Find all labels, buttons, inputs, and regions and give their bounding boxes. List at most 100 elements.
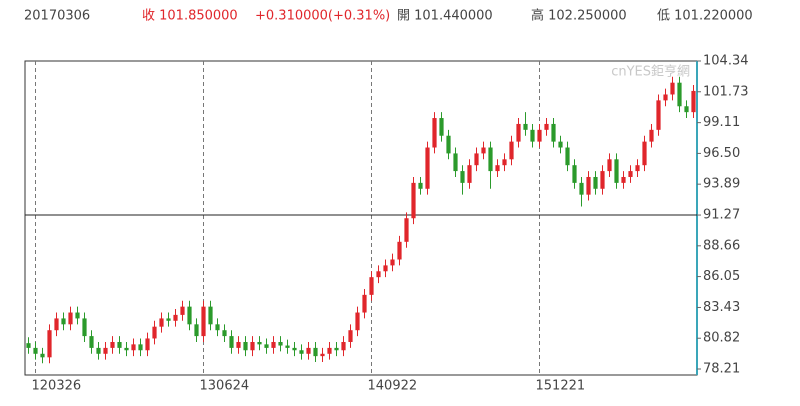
candle-body — [187, 306, 192, 325]
candle-body — [691, 90, 696, 113]
candle-body — [439, 118, 444, 136]
candle-body — [250, 341, 255, 351]
candle-body — [383, 265, 388, 272]
candle-body — [54, 318, 59, 331]
y-tick-label: 93.89 — [703, 177, 740, 192]
candle-body — [572, 165, 577, 183]
candle-body — [628, 171, 633, 177]
candle-body — [586, 176, 591, 195]
x-tick-label: 120326 — [32, 379, 82, 394]
candle-body — [642, 141, 647, 166]
candle-body — [96, 347, 101, 354]
candle-body — [306, 347, 311, 354]
candle-body — [558, 141, 563, 148]
plot-frame — [24, 60, 698, 376]
y-tick-label: 80.82 — [703, 331, 740, 346]
candle-body — [236, 341, 241, 348]
candle-body — [467, 165, 472, 183]
candle-body — [432, 118, 437, 148]
candle-body — [166, 318, 171, 321]
candle-body — [376, 271, 381, 278]
candle-body — [362, 294, 367, 313]
candle-body — [285, 345, 290, 348]
candle-body — [26, 343, 31, 348]
candle-body — [684, 106, 689, 113]
candle-body — [565, 147, 570, 166]
candle-body — [446, 135, 451, 154]
candle-body — [670, 82, 675, 95]
y-tick-label: 78.21 — [703, 361, 740, 376]
candle-body — [117, 341, 122, 348]
y-tick-label: 91.27 — [703, 208, 740, 223]
candle-body — [537, 129, 542, 142]
candle-body — [271, 341, 276, 348]
candle-body — [369, 277, 374, 295]
candle-body — [131, 344, 136, 351]
candle-body — [579, 182, 584, 195]
candle-body — [110, 341, 115, 348]
candle-body — [404, 218, 409, 242]
x-tick-label: 130624 — [200, 379, 250, 394]
candle-body — [355, 312, 360, 331]
candle-body — [145, 338, 150, 351]
candle-body — [299, 350, 304, 354]
candle-body — [523, 123, 528, 130]
candle-body — [124, 347, 129, 351]
candle-body — [278, 341, 283, 346]
candle-body — [40, 353, 45, 358]
y-tick-label: 96.50 — [703, 146, 740, 161]
candle-body — [663, 94, 668, 101]
candle-body — [341, 341, 346, 351]
candle-body — [607, 159, 612, 172]
candle-body — [544, 123, 549, 130]
candle-body — [222, 330, 227, 337]
candle-body — [495, 165, 500, 172]
candle-body — [257, 341, 262, 345]
candle-body — [593, 176, 598, 189]
x-tick-label: 140922 — [368, 379, 418, 394]
candle-body — [530, 129, 535, 142]
candle-body — [173, 314, 178, 321]
candle-body — [243, 341, 248, 351]
header-date: 20170306 — [24, 9, 90, 24]
candle-body — [474, 153, 479, 166]
y-tick-label: 83.43 — [703, 300, 740, 315]
header-low: 低 101.220000 — [657, 9, 753, 24]
y-tick-label: 104.34 — [703, 54, 749, 69]
candle-body — [348, 330, 353, 342]
x-tick-label: 151221 — [536, 379, 586, 394]
candle-body — [649, 129, 654, 142]
header-change: +0.310000(+0.31%) — [255, 9, 390, 24]
candle-body — [33, 347, 38, 354]
candle-body — [614, 159, 619, 183]
candle-body — [327, 347, 332, 354]
candle-body — [320, 353, 325, 357]
candle-body — [68, 312, 73, 325]
candle-body — [390, 259, 395, 266]
watermark: cnYES鉅亨網 — [611, 64, 690, 80]
candle-body — [61, 318, 66, 325]
candle-body — [411, 182, 416, 219]
candle-body — [313, 347, 318, 357]
candle-body — [656, 100, 661, 130]
candle-body — [82, 318, 87, 337]
candle-body — [488, 147, 493, 172]
candle-body — [264, 344, 269, 348]
header-close: 收 101.850000 — [142, 9, 238, 24]
candle-body — [509, 141, 514, 160]
candle-body — [47, 330, 52, 358]
candle-body — [600, 171, 605, 189]
candle-body — [75, 312, 80, 319]
candle-body — [481, 147, 486, 154]
y-tick-label: 86.05 — [703, 269, 740, 284]
candle-body — [215, 324, 220, 331]
candle-body — [194, 324, 199, 337]
candle-body — [502, 159, 507, 166]
candle-body — [201, 306, 206, 337]
candle-body — [551, 123, 556, 142]
candle-body — [208, 306, 213, 325]
header-open: 開 101.440000 — [397, 9, 493, 24]
candle-body — [460, 171, 465, 183]
